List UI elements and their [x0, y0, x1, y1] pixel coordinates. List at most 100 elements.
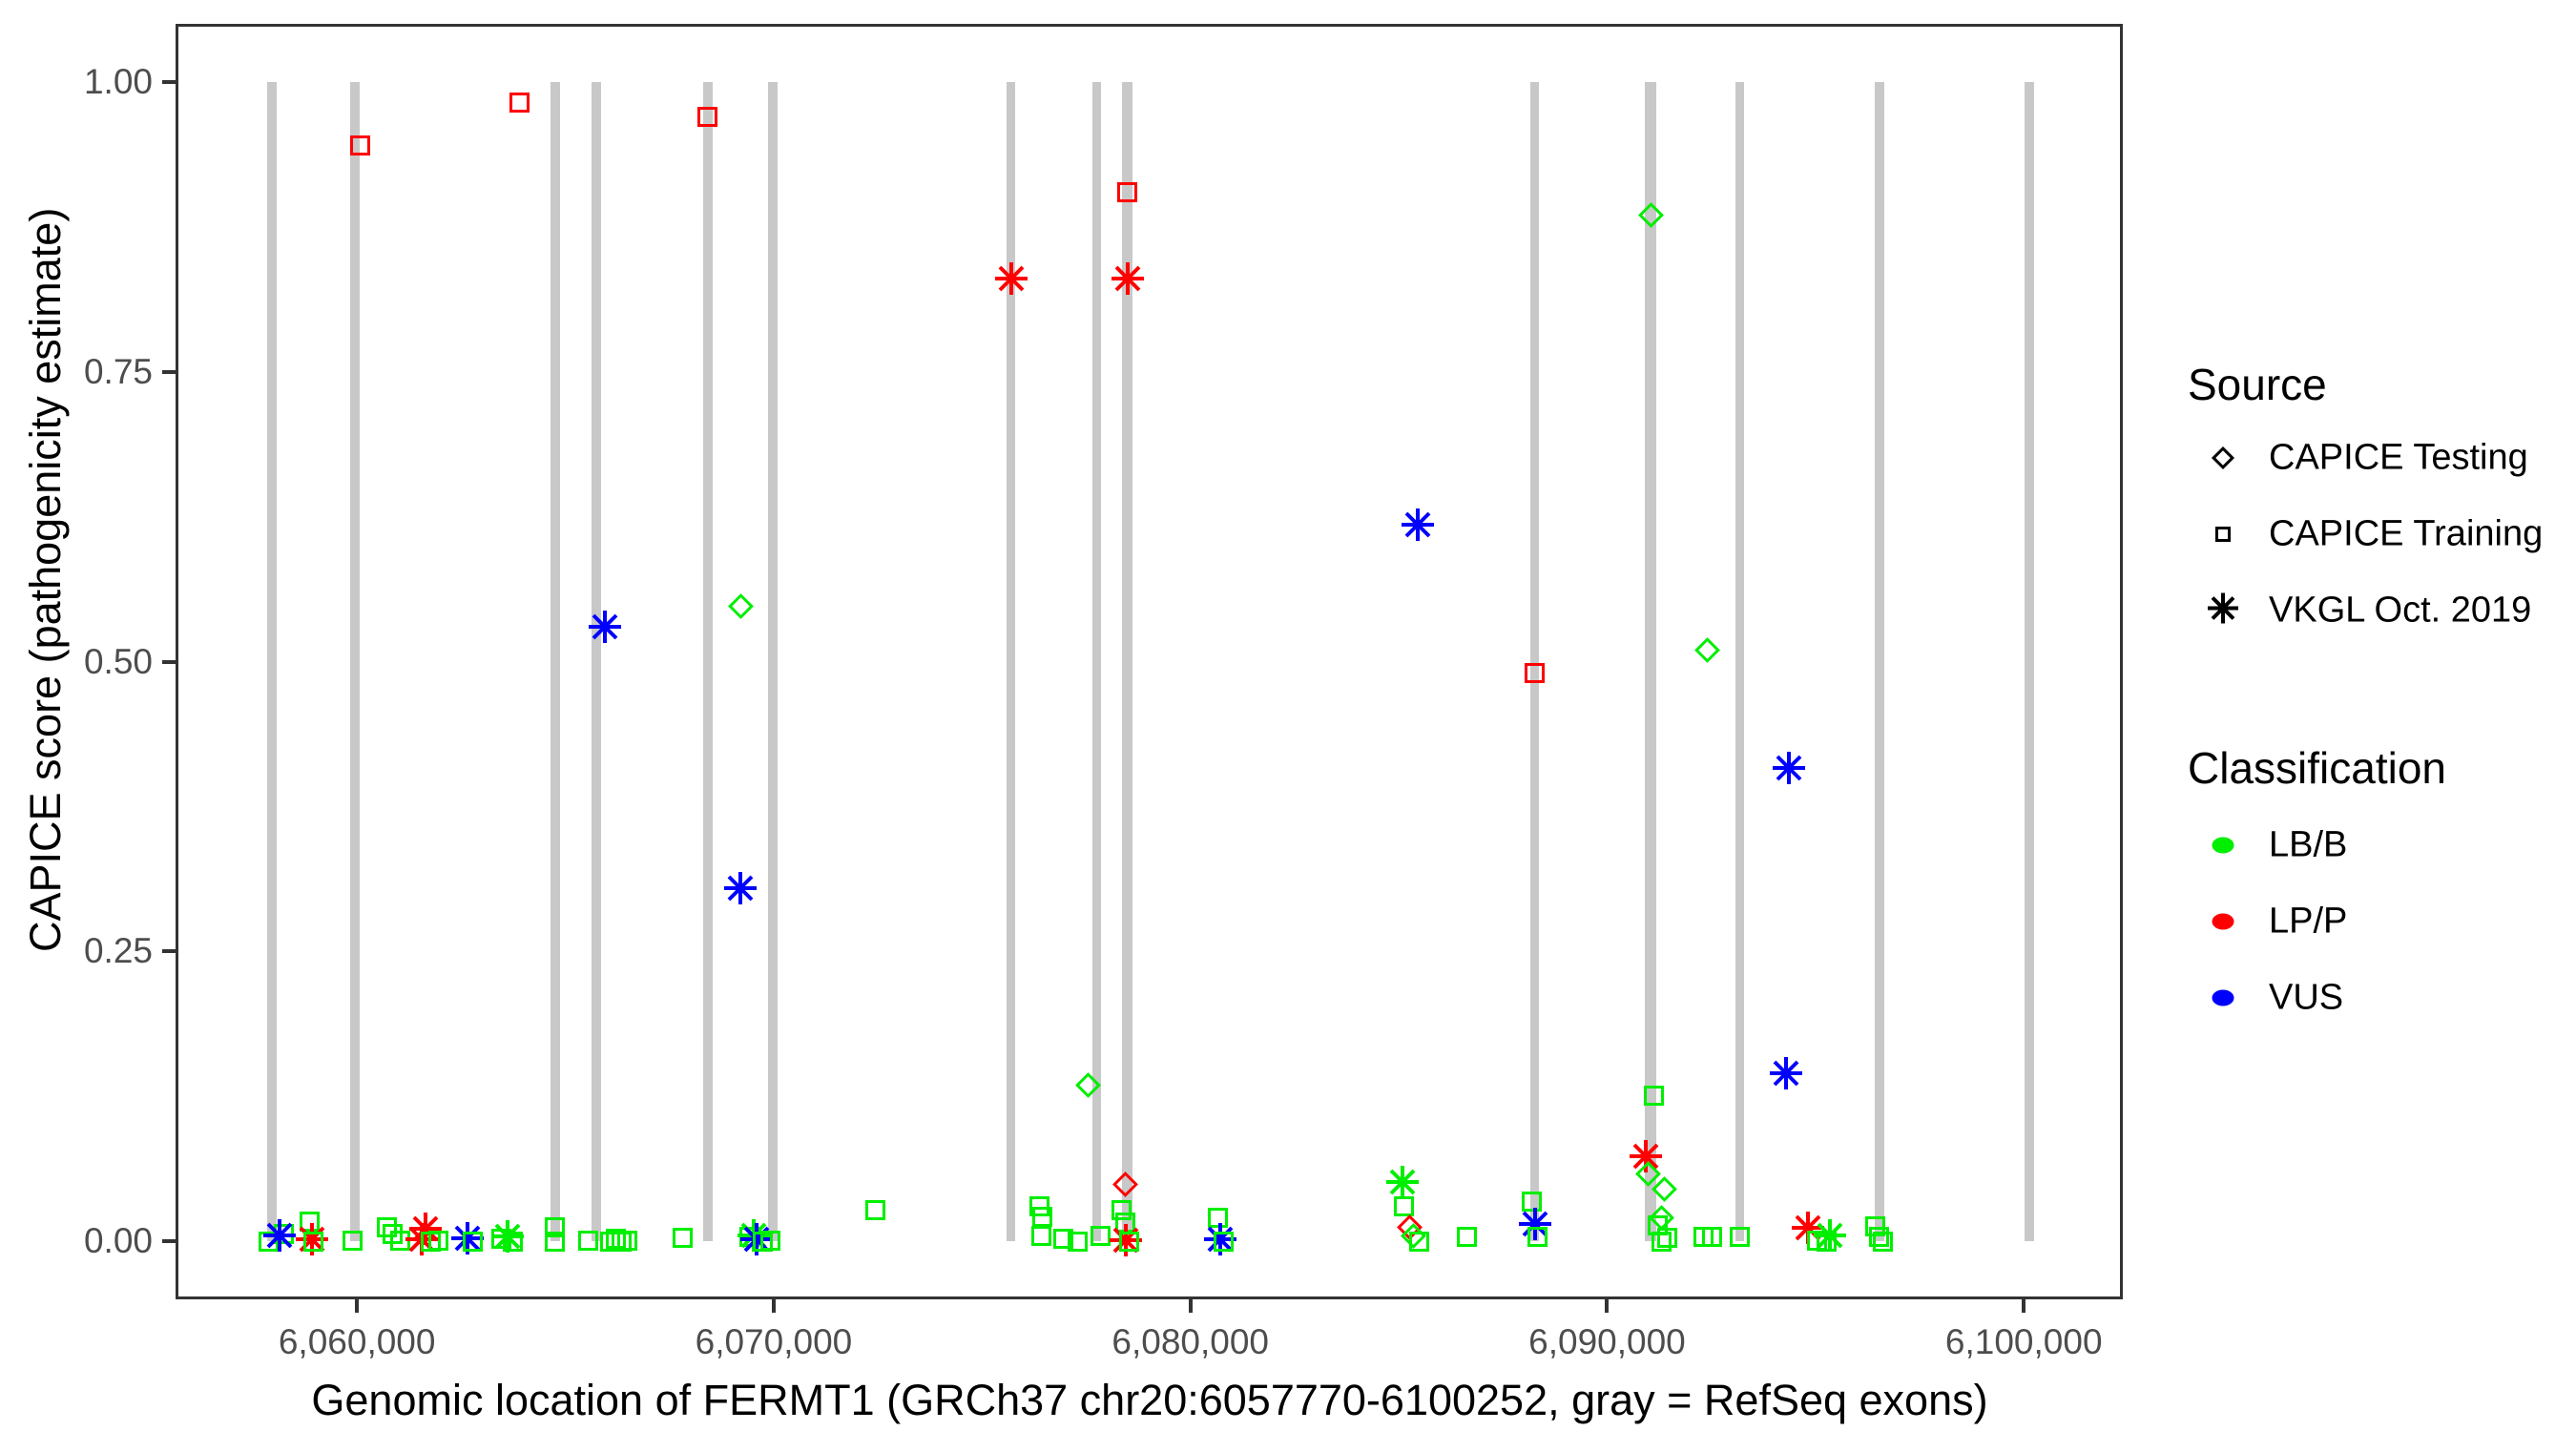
x-axis-tick-label: 6,060,000 — [278, 1322, 436, 1361]
x-axis-tick-mark — [2022, 1299, 2026, 1313]
data-point-square — [1068, 1231, 1089, 1252]
x-axis-tick-label: 6,080,000 — [1111, 1322, 1269, 1361]
legend-item-label: VKGL Oct. 2019 — [2269, 590, 2532, 631]
data-point-asterisk — [1110, 260, 1146, 297]
data-point-square — [1029, 1196, 1050, 1217]
green-dot-icon — [2212, 837, 2234, 854]
data-point-asterisk — [1812, 1217, 1848, 1254]
data-point-square — [545, 1231, 566, 1252]
data-point-asterisk — [1628, 1138, 1664, 1174]
data-point-asterisk — [1771, 750, 1807, 786]
data-point-square — [1702, 1226, 1723, 1247]
x-axis-tick-label: 6,090,000 — [1528, 1322, 1686, 1361]
data-point-square — [617, 1230, 638, 1251]
legend-item-label: LP/P — [2269, 901, 2348, 942]
legend-classification-title: Classification — [2188, 743, 2446, 793]
data-point-square — [1394, 1196, 1415, 1217]
data-point-square — [697, 106, 718, 127]
data-point-square — [343, 1230, 364, 1251]
asterisk-icon — [2204, 590, 2242, 633]
data-point-square — [377, 1217, 398, 1238]
y-axis-tick-mark — [162, 369, 176, 374]
y-axis-title: CAPICE score (pathogenicity estimate) — [21, 207, 70, 952]
refseq-exon-bar — [768, 81, 778, 1242]
data-point-square — [1527, 1226, 1548, 1247]
data-point-asterisk — [722, 870, 758, 906]
data-point-asterisk — [449, 1220, 486, 1256]
y-axis-tick-mark — [162, 1239, 176, 1244]
data-point-square — [1730, 1226, 1751, 1247]
data-point-square — [350, 135, 371, 156]
refseq-exon-bar — [551, 81, 560, 1242]
data-point-square — [545, 1217, 566, 1238]
data-point-square — [1119, 1231, 1140, 1252]
data-point-square — [1657, 1228, 1678, 1249]
red-dot-icon — [2212, 913, 2234, 930]
y-axis-tick-mark — [162, 949, 176, 954]
refseq-exon-bar — [350, 81, 360, 1242]
data-point-square — [503, 1231, 524, 1252]
refseq-exon-bar — [1735, 81, 1745, 1242]
y-axis-tick-mark — [162, 659, 176, 664]
data-point-square — [1652, 1231, 1672, 1252]
y-axis-tick-label: 0.00 — [83, 1221, 153, 1261]
data-point-asterisk — [587, 609, 623, 645]
data-point-square — [606, 1229, 627, 1250]
legend-item-label: VUS — [2269, 977, 2344, 1018]
refseq-exon-bar — [591, 81, 601, 1242]
legend-item-label: LB/B — [2269, 824, 2348, 865]
data-point-square — [1111, 1199, 1132, 1220]
data-point-square — [1117, 181, 1138, 202]
x-axis-tick-mark — [771, 1299, 776, 1313]
x-axis-tick-label: 6,070,000 — [695, 1322, 853, 1361]
data-point-square — [1032, 1207, 1053, 1228]
x-axis-title: Genomic location of FERMT1 (GRCh37 chr20… — [311, 1376, 1988, 1424]
refseq-exon-bar — [1007, 81, 1016, 1242]
data-point-asterisk — [1202, 1221, 1238, 1257]
refseq-exon-bar — [1530, 81, 1540, 1242]
data-point-square — [673, 1228, 694, 1249]
y-axis-tick-label: 0.75 — [83, 351, 153, 391]
data-point-square — [578, 1230, 599, 1251]
refseq-exon-bar — [1122, 81, 1133, 1242]
data-point-square — [760, 1230, 781, 1251]
data-point-square — [1053, 1229, 1074, 1250]
refseq-exon-bar — [703, 81, 713, 1242]
x-axis-tick-mark — [1188, 1299, 1193, 1313]
legend-source-title: Source — [2188, 360, 2327, 409]
data-point-square — [1214, 1231, 1235, 1252]
data-point-square — [1873, 1231, 1894, 1252]
data-point-square — [303, 1231, 324, 1252]
x-axis-tick-mark — [1605, 1299, 1610, 1313]
legend-item-label: CAPICE Training — [2269, 513, 2544, 554]
refseq-exon-bar — [266, 81, 278, 1242]
blue-dot-icon — [2212, 989, 2234, 1006]
chart-panel — [176, 24, 2123, 1299]
data-point-asterisk — [261, 1217, 298, 1254]
data-point-square — [1208, 1208, 1229, 1229]
data-point-square — [1031, 1225, 1052, 1246]
data-point-square — [1457, 1226, 1478, 1247]
legend-item-label: CAPICE Testing — [2269, 437, 2528, 478]
data-point-square — [1091, 1225, 1111, 1246]
refseq-exon-bar — [2024, 81, 2034, 1242]
x-axis-tick-label: 6,100,000 — [1944, 1322, 2103, 1361]
y-axis-tick-label: 0.50 — [83, 641, 153, 681]
data-point-square — [463, 1231, 484, 1252]
data-point-square — [1525, 663, 1546, 684]
data-point-asterisk — [1517, 1206, 1553, 1242]
data-point-asterisk — [1400, 507, 1436, 543]
data-point-asterisk — [1768, 1055, 1804, 1091]
y-axis-tick-label: 0.25 — [83, 931, 153, 971]
data-point-square — [428, 1230, 449, 1251]
data-point-square — [1644, 1085, 1665, 1106]
data-point-square — [1522, 1192, 1543, 1213]
data-point-asterisk — [993, 260, 1029, 297]
refseq-exon-bar — [1092, 81, 1102, 1242]
data-point-asterisk — [489, 1218, 526, 1255]
data-point-square — [1409, 1231, 1430, 1252]
data-point-square — [1869, 1226, 1890, 1247]
diamond-icon — [2211, 446, 2235, 470]
y-axis-tick-mark — [162, 79, 176, 84]
data-point-square — [865, 1199, 886, 1220]
